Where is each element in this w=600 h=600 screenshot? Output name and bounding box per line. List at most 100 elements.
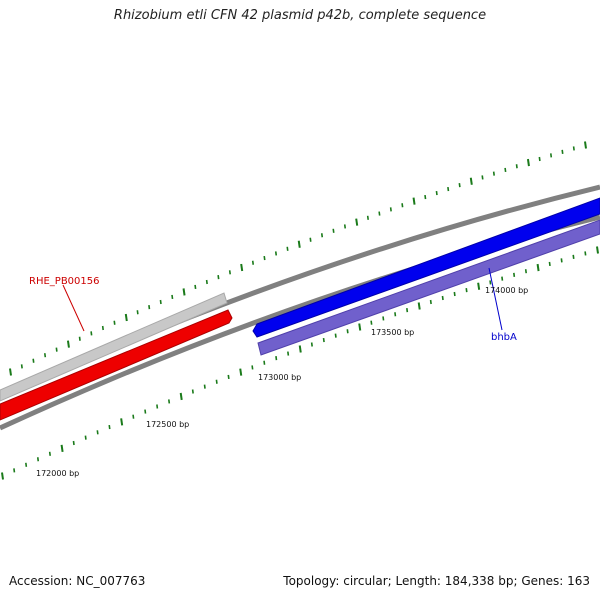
outer-tick-36 [424,194,427,200]
backbone-inner-line [0,214,600,431]
outer-tick-20 [240,263,244,272]
outer-tick-16 [194,284,197,290]
tick-label-173000: 173000 bp [258,373,301,382]
outer-tick-8 [101,325,104,331]
gray-feature-bar [0,292,228,402]
inner-tick-24 [287,351,290,356]
outer-tick-25 [297,240,301,248]
red-gene-arrow [0,309,233,421]
outer-tick-27 [320,233,324,238]
outer-tick-34 [401,203,404,208]
inner-tick-14 [168,399,171,404]
inner-tick-9 [108,424,111,430]
outer-tick-33 [389,207,392,212]
inner-tick-6 [72,440,75,446]
inner-tick-29 [346,329,349,334]
inner-tick-5 [60,444,64,453]
inner-tick-27 [322,337,325,343]
inner-tick-7 [84,435,87,440]
inner-tick-50 [596,246,599,254]
inner-tick-16 [191,389,194,394]
inner-tick-47 [560,258,563,263]
outer-tick-3 [43,353,47,358]
sequence-summary-text: Topology: circular; Length: 184,338 bp; … [283,574,590,588]
inner-tick-35 [417,302,421,310]
tick-label-172000: 172000 bp [36,469,79,478]
outer-tick-29 [343,224,347,229]
outer-tick-45 [526,158,530,167]
inner-tick-34 [406,308,409,313]
outer-tick-15 [182,288,186,296]
inner-tick-19 [227,374,230,380]
gene-label-leader-red [62,284,85,332]
outer-tick-49 [572,146,575,151]
inner-tick-43 [513,272,516,277]
map-title: Rhizobium etli CFN 42 plasmid p42b, comp… [113,8,487,23]
outer-tick-19 [228,270,231,275]
outer-tick-marks [9,141,587,376]
outer-tick-18 [217,275,220,280]
outer-tick-48 [561,149,564,154]
inner-tick-32 [382,316,385,321]
inner-tick-1 [13,468,16,473]
blue-gene-arrow [252,197,600,338]
inner-tick-4 [48,451,51,456]
inner-tick-45 [536,263,540,272]
outer-tick-24 [286,246,289,251]
outer-tick-14 [171,294,174,300]
inner-tick-36 [429,299,432,305]
inner-tick-15 [179,392,183,401]
outer-tick-12 [148,305,151,310]
outer-tick-30 [355,218,359,226]
inner-tick-23 [275,356,278,361]
inner-tick-3 [36,457,40,462]
inner-tick-40 [477,282,481,290]
inner-tick-11 [132,414,135,419]
outer-tick-21 [251,260,255,265]
inner-tick-25 [298,345,302,353]
inner-tick-10 [120,418,124,426]
inner-tick-42 [501,276,504,281]
inner-tick-31 [370,320,373,325]
outer-tick-37 [435,190,438,196]
inner-tick-20 [239,368,243,376]
inner-tick-21 [251,365,254,370]
inner-tick-30 [358,323,362,331]
outer-tick-13 [159,299,162,305]
outer-tick-1 [20,364,23,369]
inner-tick-22 [263,360,266,365]
outer-tick-44 [515,164,518,169]
outer-tick-10 [124,313,128,322]
gene-label-leader-blue [488,267,503,331]
purple-gene-bar [257,219,600,356]
accession-text: Accession: NC_007763 [9,574,146,588]
tick-label-174000: 174000 bp [485,286,528,295]
outer-tick-43 [504,167,507,173]
inner-tick-17 [203,384,206,389]
tick-label-172500: 172500 bp [146,420,189,429]
inner-tick-marks [1,246,599,480]
outer-tick-32 [378,211,381,216]
outer-tick-42 [492,171,495,176]
outer-tick-6 [78,336,81,341]
outer-tick-5 [66,340,70,348]
outer-tick-9 [113,320,116,325]
outer-tick-23 [274,251,278,256]
inner-tick-39 [465,288,468,293]
inner-tick-2 [25,462,28,467]
outer-tick-4 [55,347,58,352]
inner-tick-38 [453,291,456,297]
outer-tick-38 [447,186,450,192]
inner-tick-49 [584,251,587,256]
outer-tick-39 [458,183,461,188]
outer-tick-22 [263,255,266,261]
outer-tick-47 [549,153,553,158]
inner-tick-0 [1,472,4,480]
outer-tick-26 [309,237,312,242]
outer-tick-2 [32,358,35,363]
inner-tick-13 [156,404,159,409]
outer-tick-7 [90,331,93,336]
inner-tick-37 [441,295,444,301]
outer-tick-28 [332,228,335,233]
